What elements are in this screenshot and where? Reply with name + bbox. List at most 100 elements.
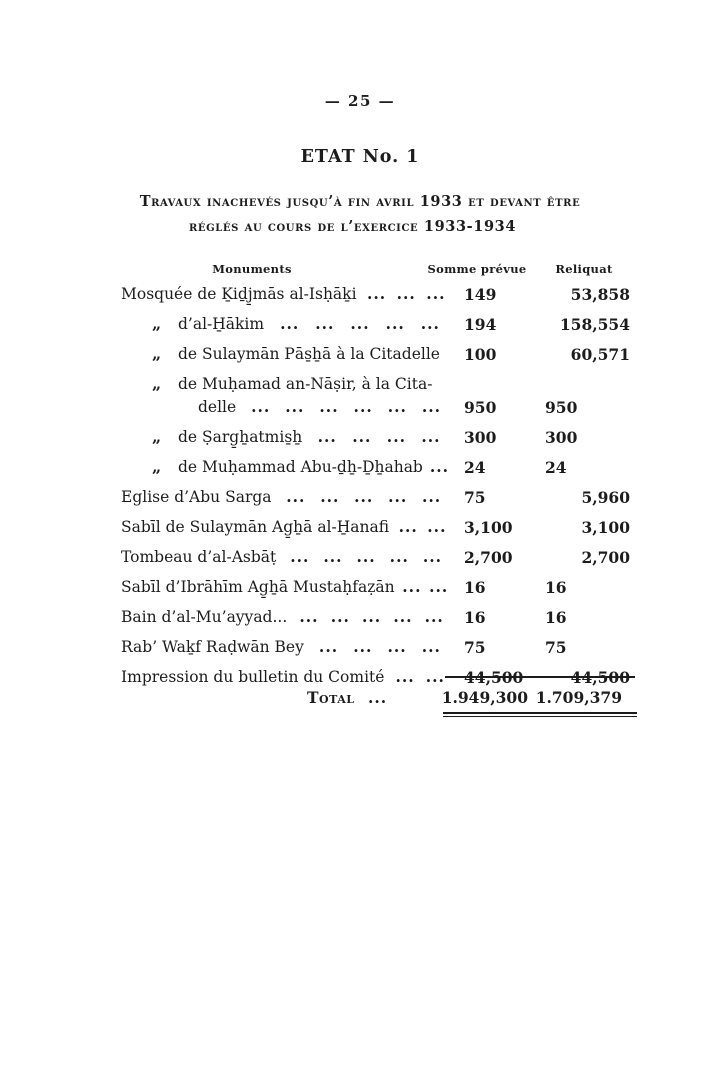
monument-line: „ d’al-H̱ākim............... — [121, 315, 456, 333]
table-row: „ de Muḥammad Abu-ḏẖ-Ḏẖahab... 24 24 — [121, 458, 632, 476]
monument-name: Impression du bulletin du Comité — [121, 668, 385, 686]
monument-line: „ de Muḥammad Abu-ḏẖ-Ḏẖahab... — [121, 458, 456, 476]
dots-group: ... — [429, 457, 450, 476]
monument-name: de Muḥammad Abu-ḏẖ-Ḏẖahab — [178, 458, 423, 476]
somme-prevue-value: 149 — [464, 285, 497, 304]
total-reliquat-value: 1.709,379 — [535, 688, 622, 707]
reliquat-value: 158,554 — [559, 315, 630, 334]
somme-prevue-value: 100 — [464, 345, 497, 364]
monument-cell: „ de Ṣarg̱ẖatmis̱ẖ............ — [121, 428, 456, 446]
monument-cell: Sabīl de Sulaymān Ag̱ẖā al-H̱anafi.....… — [121, 518, 456, 536]
table-row: Eglise d’Abu Sarga............... 75 5,960 — [121, 488, 632, 506]
ditto-mark: „ — [152, 344, 162, 363]
dots-group: ... — [402, 577, 422, 596]
monument-line: Rab’ Waḵf Raḍwān Bey............ — [121, 638, 456, 656]
dots-group: ... — [362, 607, 382, 626]
dots-group: ... — [421, 637, 441, 656]
somme-prevue-value: 2,700 — [464, 548, 513, 567]
dots-group: ... — [352, 427, 372, 446]
monument-cell: „ de Sulaymān Pās̱ẖā à la Citadelle — [121, 345, 456, 363]
dots-group: ... — [422, 487, 442, 506]
somme-prevue-value: 300 — [464, 428, 497, 447]
dots-group: ... — [429, 577, 449, 596]
column-header-monuments: Monuments — [212, 262, 292, 276]
reliquat-value: 16 — [545, 608, 567, 627]
leader-dots: ............ — [304, 638, 456, 655]
monument-name: delle — [198, 398, 237, 416]
dots-group: ... — [393, 607, 413, 626]
dots-group: ... — [330, 607, 350, 626]
page-number: — 25 — — [324, 92, 396, 110]
dots-group: ... — [425, 667, 445, 686]
leader-dots: ...... — [384, 668, 456, 685]
leader-dots: ...... — [395, 578, 456, 595]
leader-dots: ............... — [276, 548, 456, 565]
dots-group: ... — [389, 547, 409, 566]
leader-dots: ............... — [287, 608, 456, 625]
leader-dots: ............ — [302, 428, 456, 445]
subtitle-line-1: Travaux inachevés jusqu’à fin avril 1933… — [139, 193, 581, 210]
somme-prevue-value: 75 — [464, 488, 486, 507]
monument-name: Mosquée de Ḵiḏj̱mās al-Isḥāḵi — [121, 285, 357, 303]
monument-name: Tombeau d’al-Asbāṭ — [121, 548, 277, 566]
reliquat-value: 950 — [545, 398, 578, 417]
dots-group: ... — [285, 397, 305, 416]
dots-group: ... — [385, 314, 405, 333]
somme-prevue-value: 950 — [464, 398, 497, 417]
monument-name: Sabīl d’Ibrāhīm Ag̱ẖā Mustaḥfaẓān — [121, 578, 395, 596]
leader-dots: ............... — [264, 315, 456, 332]
ditto-mark: „ — [152, 374, 162, 393]
ditto-mark: „ — [152, 427, 162, 446]
monument-cell: „ de Muḥammad Abu-ḏẖ-Ḏẖahab... — [121, 458, 456, 476]
dots-group: ... — [251, 397, 271, 416]
dots-group: ... — [420, 314, 440, 333]
dots-group: ... — [323, 547, 343, 566]
dots-group: ... — [366, 284, 387, 303]
table-row: „ d’al-H̱ākim............... 194 158,554 — [121, 315, 632, 333]
monument-cell: „ de Muḥamad an-Nāṣir, à la Cita-delle...… — [121, 375, 456, 416]
ditto-mark: „ — [152, 457, 162, 476]
reliquat-value: 53,858 — [570, 285, 630, 304]
monument-name: de Ṣarg̱ẖatmis̱ẖ — [178, 428, 303, 446]
monument-line: Sabīl d’Ibrāhīm Ag̱ẖā Mustaḥfaẓān...... — [121, 578, 456, 596]
dots-group: ... — [315, 314, 335, 333]
leader-dots: ......... — [357, 285, 456, 302]
dots-group: ... — [354, 487, 374, 506]
monument-cell: „ d’al-H̱ākim............... — [121, 315, 456, 333]
monument-name: Rab’ Waḵf Raḍwān Bey — [121, 638, 304, 656]
dots-group: ... — [388, 487, 408, 506]
monument-line: „ de Ṣarg̱ẖatmis̱ẖ............ — [121, 428, 456, 446]
monument-line: delle.................. — [198, 398, 456, 416]
monument-name: Sabīl de Sulaymān Ag̱ẖā al-H̱anafi — [121, 518, 390, 536]
subtitle-line-2: réglés au cours de l’exercice 1933-1934 — [188, 218, 517, 235]
dots-group: ... — [286, 487, 306, 506]
dots-group: ... — [299, 607, 319, 626]
dots-group: ... — [398, 517, 418, 536]
dots-group: ... — [426, 284, 446, 303]
reliquat-value: 2,700 — [581, 548, 630, 567]
dots-group: ... — [386, 427, 406, 446]
table-row: Sabīl de Sulaymān Ag̱ẖā al-H̱anafi.....… — [121, 518, 632, 536]
somme-prevue-value: 75 — [464, 638, 486, 657]
monument-cell: Rab’ Waḵf Raḍwān Bey............ — [121, 638, 456, 656]
table-row: Bain d’al-Mu’ayyad.................. 16 16 — [121, 608, 632, 626]
dots-group: ... — [320, 487, 340, 506]
dots-group: ... — [350, 314, 370, 333]
monument-cell: Eglise d’Abu Sarga............... — [121, 488, 456, 506]
monument-line: Bain d’al-Mu’ayyad.................. — [121, 608, 456, 626]
dots-group: ... — [353, 397, 373, 416]
dots-group: ... — [387, 637, 407, 656]
monument-name: de Muḥamad an-Nāṣir, à la Cita- — [178, 375, 433, 393]
dots-group: ... — [424, 607, 444, 626]
table-row: Sabīl d’Ibrāhīm Ag̱ẖā Mustaḥfaẓān......… — [121, 578, 632, 596]
table-row: „ de Sulaymān Pās̱ẖā à la Citadelle 100 60… — [121, 345, 632, 363]
total-somme-value: 1.949,300 — [441, 688, 528, 707]
dots-group: ... — [421, 427, 441, 446]
total-rule-bottom — [443, 712, 637, 717]
dots-group: ... — [290, 547, 310, 566]
reliquat-value: 24 — [545, 458, 567, 477]
dots-group: ... — [396, 284, 416, 303]
total-label: Total — [307, 688, 355, 707]
somme-prevue-value: 16 — [464, 608, 486, 627]
document-subtitle: Travaux inachevés jusqu’à fin avril 1933… — [0, 194, 720, 235]
